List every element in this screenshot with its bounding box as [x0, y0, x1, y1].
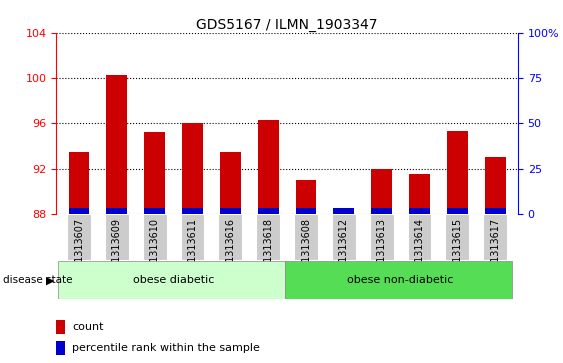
Bar — [485, 208, 506, 214]
Text: GSM1313609: GSM1313609 — [112, 218, 122, 283]
Text: GSM1313611: GSM1313611 — [187, 218, 198, 283]
Text: GSM1313617: GSM1313617 — [490, 218, 501, 283]
FancyBboxPatch shape — [408, 214, 431, 260]
Bar — [372, 169, 392, 214]
Bar — [258, 120, 279, 214]
Text: ▶: ▶ — [46, 276, 55, 285]
FancyBboxPatch shape — [285, 261, 512, 299]
FancyBboxPatch shape — [181, 214, 204, 260]
FancyBboxPatch shape — [294, 214, 318, 260]
Bar — [106, 75, 127, 214]
Text: GSM1313610: GSM1313610 — [150, 218, 160, 283]
Bar — [69, 208, 90, 214]
Text: GSM1313607: GSM1313607 — [74, 218, 84, 283]
FancyBboxPatch shape — [332, 214, 356, 260]
Bar — [296, 208, 316, 214]
Text: GSM1313612: GSM1313612 — [339, 218, 349, 283]
Text: GSM1313618: GSM1313618 — [263, 218, 273, 283]
Bar — [372, 208, 392, 214]
Bar — [296, 180, 316, 214]
Bar — [220, 152, 241, 214]
Text: GSM1313608: GSM1313608 — [301, 218, 311, 283]
FancyBboxPatch shape — [445, 214, 470, 260]
Bar — [56, 320, 65, 334]
Text: GSM1313614: GSM1313614 — [414, 218, 425, 283]
FancyBboxPatch shape — [105, 214, 129, 260]
Title: GDS5167 / ILMN_1903347: GDS5167 / ILMN_1903347 — [196, 18, 378, 32]
Bar — [69, 152, 90, 214]
Bar — [220, 208, 241, 214]
Bar — [447, 208, 468, 214]
Bar — [182, 208, 203, 214]
FancyBboxPatch shape — [256, 214, 280, 260]
Text: GSM1313613: GSM1313613 — [377, 218, 387, 283]
Bar — [56, 341, 65, 355]
Text: obese non-diabetic: obese non-diabetic — [347, 276, 454, 285]
Text: obese diabetic: obese diabetic — [133, 276, 215, 285]
Bar — [485, 158, 506, 214]
Text: GSM1313616: GSM1313616 — [225, 218, 235, 283]
Text: disease state: disease state — [3, 276, 72, 285]
Text: GSM1313615: GSM1313615 — [453, 218, 462, 283]
FancyBboxPatch shape — [58, 261, 285, 299]
Bar — [333, 208, 354, 214]
Bar — [144, 208, 165, 214]
Bar — [409, 175, 430, 214]
Text: count: count — [72, 322, 104, 332]
Bar — [333, 208, 354, 214]
Bar — [182, 123, 203, 214]
Bar — [144, 132, 165, 214]
Bar — [258, 208, 279, 214]
FancyBboxPatch shape — [483, 214, 507, 260]
FancyBboxPatch shape — [218, 214, 242, 260]
Bar — [409, 208, 430, 214]
Bar — [106, 208, 127, 214]
Bar — [447, 131, 468, 214]
FancyBboxPatch shape — [370, 214, 394, 260]
FancyBboxPatch shape — [143, 214, 167, 260]
Text: percentile rank within the sample: percentile rank within the sample — [72, 343, 260, 353]
FancyBboxPatch shape — [67, 214, 91, 260]
